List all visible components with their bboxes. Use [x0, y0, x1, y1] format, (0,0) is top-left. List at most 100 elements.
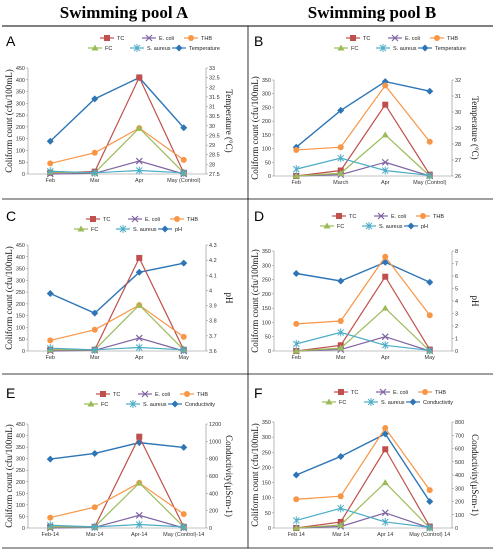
legend-marker-thb — [184, 391, 190, 397]
point-fc — [337, 169, 345, 176]
point-fc — [292, 524, 300, 531]
chart-panel-f: F 0 50 100 150 200 250 300 350 0 100 200 300 400 500 60… — [250, 385, 480, 538]
point-s-aureus — [46, 344, 54, 353]
point-s-aureus — [180, 168, 188, 177]
series-line-e-coli — [50, 514, 184, 529]
y-tick-label: 250 — [16, 468, 25, 474]
legend-marker-tc — [336, 213, 342, 219]
legend-marker-e-coli — [141, 390, 149, 398]
legend-label-thb: THB — [187, 217, 198, 223]
y2-axis-label: pH — [470, 296, 480, 308]
legend-marker-s-aureus — [365, 222, 373, 230]
point-conductivity — [180, 443, 188, 451]
point-s-aureus — [180, 345, 188, 354]
y-tick-label: 250 — [16, 290, 25, 296]
legend-label-fc: FC — [101, 402, 108, 408]
series-line-s-aureus — [296, 507, 430, 528]
point-thb — [426, 312, 433, 319]
y-tick-label: 0 — [22, 526, 25, 532]
series-line-conductivity — [295, 433, 431, 502]
y-tick-label: 100 — [262, 496, 271, 502]
legend-label-thb: THB — [435, 390, 446, 396]
y-tick-label: 50 — [265, 511, 271, 517]
legend-label-thb: THB — [201, 36, 212, 42]
series-line-temperature — [49, 76, 185, 142]
series-line-e-coli — [296, 161, 430, 177]
series-line-thb — [296, 426, 431, 500]
point-s-aureus — [337, 154, 345, 163]
legend-label-s-aureus: S. aureus — [133, 227, 157, 233]
y2-tick-label: 31 — [455, 94, 461, 100]
y2-tick-label: 31 — [209, 105, 215, 111]
legend-marker-tc — [104, 35, 110, 41]
legend: TC E. coli THB FC S. aureus Temperature — [88, 34, 220, 52]
y2-tick-label: 5 — [455, 287, 458, 293]
point-thb — [91, 149, 98, 156]
series-line-conductivity — [50, 441, 184, 460]
y-tick-label: 200 — [16, 125, 25, 131]
series-line-e-coli — [296, 512, 430, 529]
y2-tick-label: 4.3 — [209, 243, 217, 249]
legend-label-tc: TC — [363, 36, 370, 42]
point-temperature — [180, 124, 188, 132]
legend-label-conductivity: Conductivity — [185, 402, 215, 408]
x-tick-label: Apr — [135, 178, 144, 184]
legend-marker-ph — [161, 225, 169, 233]
legend-marker-fc — [87, 400, 95, 407]
point-conductivity — [46, 455, 54, 463]
y-tick-label: 50 — [19, 514, 25, 520]
x-tick-label: Mar 14 — [332, 532, 349, 538]
point-s-aureus — [46, 167, 54, 176]
y2-tick-label: 30.5 — [209, 114, 220, 120]
y-tick-label: 0 — [22, 349, 25, 355]
point-temperature — [46, 137, 54, 145]
point-thb — [382, 425, 389, 432]
legend-label-s-aureus: S. aureus — [379, 224, 403, 230]
legend-marker-thb — [422, 389, 428, 395]
point-thb — [47, 337, 54, 344]
point-conductivity — [337, 452, 345, 460]
legend-label-s-aureus: S. aureus — [147, 46, 171, 52]
y-tick-label: 350 — [16, 267, 25, 273]
legend-marker-tc — [90, 216, 96, 222]
legend-marker-s-aureus — [119, 225, 127, 233]
y-tick-label: 50 — [265, 335, 271, 341]
legend-label-fc: FC — [337, 224, 344, 230]
y2-tick-label: 4.1 — [209, 273, 217, 279]
y-tick-label: 0 — [268, 174, 271, 180]
y-tick-label: 350 — [16, 90, 25, 96]
point-fc — [135, 479, 143, 486]
y-axis-label: Coliform count (cfu/100mL) — [4, 246, 14, 349]
point-temperature — [91, 95, 99, 103]
y2-tick-label: 1 — [455, 337, 458, 343]
legend-label-tc: TC — [113, 392, 120, 398]
x-tick-label: Feb — [292, 180, 301, 186]
y-tick-label: 50 — [19, 160, 25, 166]
y-tick-label: 300 — [262, 263, 271, 269]
y-tick-label: 400 — [16, 255, 25, 261]
panel-letter: E — [6, 385, 15, 401]
y2-tick-label: 3 — [455, 312, 458, 318]
legend-marker-fc — [337, 44, 345, 51]
point-fc — [337, 521, 345, 528]
y-tick-label: 450 — [16, 422, 25, 428]
point-thb — [47, 514, 54, 521]
legend-marker-tc — [338, 389, 344, 395]
y2-tick-label: 300 — [455, 486, 464, 492]
x-tick-label: May — [425, 355, 436, 361]
series-line-s-aureus — [50, 169, 184, 174]
series-line-e-coli — [50, 160, 184, 175]
point-thb — [180, 511, 187, 518]
y-tick-label: 450 — [16, 66, 25, 72]
y2-tick-label: 0 — [455, 526, 458, 532]
legend-marker-tc — [100, 391, 106, 397]
series-line-fc — [296, 307, 431, 352]
y-tick-label: 250 — [262, 105, 271, 111]
legend-label-temperature: Temperature — [189, 46, 220, 52]
point-s-aureus — [426, 523, 434, 532]
point-tc — [382, 101, 389, 108]
legend-marker-temperature — [421, 44, 429, 52]
y2-tick-label: 500 — [455, 460, 464, 466]
y-tick-label: 300 — [16, 278, 25, 284]
point-s-aureus — [91, 522, 99, 531]
